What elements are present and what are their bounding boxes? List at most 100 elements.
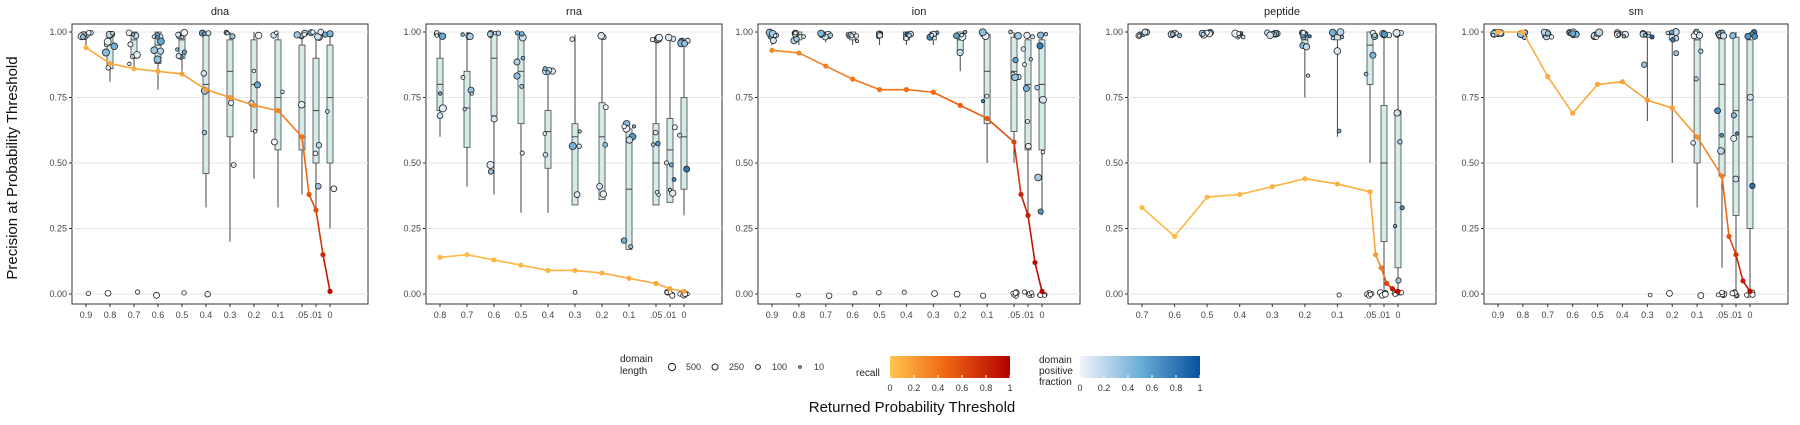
data-point	[110, 30, 115, 36]
data-point	[1732, 175, 1740, 183]
y-tick-label: 0.75	[49, 93, 67, 103]
precision-line-segment	[852, 78, 880, 91]
precision-point	[437, 254, 443, 260]
data-point	[665, 33, 673, 42]
data-point	[513, 72, 521, 80]
data-point	[980, 98, 986, 104]
data-point	[1395, 277, 1402, 284]
precision-point	[464, 252, 470, 258]
x-tick-label: 0.9	[1492, 310, 1505, 320]
precision-point	[518, 262, 524, 268]
precision-line-segment	[1027, 215, 1036, 263]
zero-point	[1029, 290, 1034, 295]
box-body	[1010, 36, 1018, 132]
data-point	[130, 54, 136, 59]
data-point	[1719, 32, 1728, 40]
precision-point	[1740, 278, 1746, 284]
precision-line-segment	[109, 62, 135, 70]
data-point	[181, 49, 188, 55]
panel-title: sm	[1629, 6, 1644, 18]
precision-point	[957, 102, 963, 108]
data-point	[849, 33, 855, 39]
data-point	[251, 68, 257, 74]
data-point	[576, 143, 582, 149]
zero-point	[1647, 292, 1653, 298]
precision-line-segment	[932, 91, 961, 107]
precision-point	[1726, 233, 1732, 239]
x-tick-label: 0.5	[1201, 310, 1214, 320]
x-tick-label: 0.5	[176, 310, 189, 320]
data-point	[466, 32, 474, 41]
box-body	[652, 123, 660, 206]
x-tick-label: 0.9	[766, 310, 779, 320]
precision-line-segment	[1621, 81, 1648, 101]
x-tick-label: 0.1	[981, 310, 994, 320]
panel-title: peptide	[1264, 6, 1300, 18]
size-legend-circle-100	[755, 364, 761, 370]
precision-point	[1395, 288, 1401, 294]
x-tick-label: 0	[1039, 310, 1044, 320]
precision-line-segment	[959, 104, 988, 120]
precision-point	[1373, 252, 1379, 258]
data-point	[1020, 46, 1026, 52]
colorbar-tick-label: 0.4	[932, 383, 945, 393]
x-tick-label: 0.2	[248, 310, 261, 320]
data-point	[326, 30, 334, 38]
y-tick-label: 1.00	[1105, 27, 1123, 37]
precision-point	[796, 50, 802, 56]
panel-title: rna	[566, 6, 583, 18]
colorbar-tick-label: 0	[887, 383, 892, 393]
precision-line-segment	[308, 194, 317, 211]
x-tick-label: .01	[310, 310, 323, 320]
data-point	[225, 31, 230, 36]
precision-point	[1018, 191, 1024, 198]
precision-line-segment	[1013, 141, 1022, 195]
size-legend-label-500: 500	[686, 362, 701, 372]
precision-line-segment	[1380, 267, 1388, 284]
data-point	[652, 129, 659, 136]
data-point	[125, 29, 133, 37]
data-point	[274, 30, 279, 35]
data-point	[1649, 34, 1655, 40]
precision-point	[1733, 252, 1739, 258]
precision-point	[179, 71, 185, 77]
data-point	[131, 32, 136, 37]
data-point	[1669, 29, 1675, 35]
x-tick-label: 0.4	[1233, 310, 1246, 320]
x-tick-label: 0.3	[1266, 310, 1279, 320]
precision-point	[107, 60, 113, 67]
data-point	[1169, 31, 1176, 37]
data-point	[1034, 173, 1042, 182]
precision-point	[1545, 73, 1551, 80]
data-point	[1008, 29, 1013, 35]
precision-point	[1204, 194, 1210, 200]
zero-point	[204, 291, 211, 298]
precision-point	[1495, 29, 1501, 35]
x-tick-label: .05	[1364, 310, 1377, 320]
data-point	[1372, 32, 1378, 39]
y-tick-label: 0.25	[49, 224, 67, 234]
y-tick-label: 0.00	[49, 289, 67, 299]
size-legend-circle-10	[798, 365, 802, 369]
precision-line-segment	[253, 104, 279, 112]
data-point	[1393, 224, 1398, 229]
zero-point	[826, 292, 833, 299]
data-point	[1300, 30, 1306, 36]
data-point	[1749, 182, 1756, 189]
y-tick-label: 0.00	[1461, 289, 1479, 299]
data-point	[514, 30, 520, 36]
data-point	[669, 189, 677, 197]
data-point	[663, 160, 669, 166]
precision-point	[491, 257, 497, 263]
data-point	[817, 29, 825, 38]
data-point	[1363, 71, 1369, 77]
box-body	[1746, 39, 1754, 229]
box-body	[666, 118, 674, 203]
size-legend: domain length 500 250 100 10	[620, 354, 824, 377]
precision-point	[1171, 233, 1178, 239]
data-point	[1025, 119, 1030, 124]
data-point	[330, 185, 338, 193]
recall-legend-title: recall	[856, 368, 880, 379]
x-tick-label: 0.6	[1566, 310, 1579, 320]
x-tick-label: 0.7	[461, 310, 474, 320]
